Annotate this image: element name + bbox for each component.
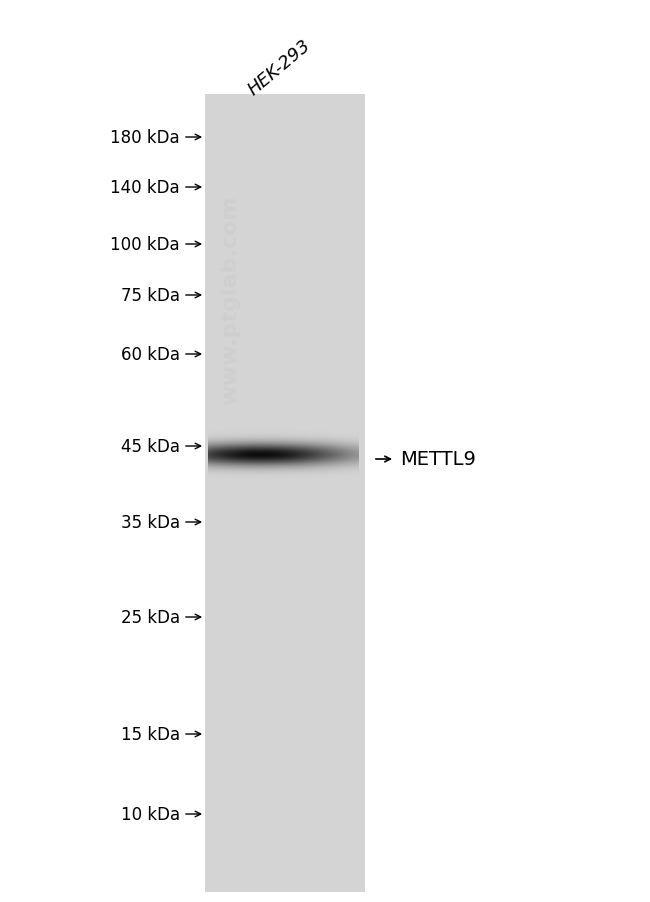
Text: 45 kDa: 45 kDa <box>121 437 180 456</box>
Text: 140 kDa: 140 kDa <box>111 179 180 197</box>
Text: 60 kDa: 60 kDa <box>121 345 180 364</box>
Text: 10 kDa: 10 kDa <box>121 805 180 824</box>
Text: HEK-293: HEK-293 <box>244 37 314 99</box>
Text: 15 kDa: 15 kDa <box>121 725 180 743</box>
Text: 25 kDa: 25 kDa <box>121 608 180 626</box>
Text: www.ptglab.com: www.ptglab.com <box>220 195 240 404</box>
Text: 75 kDa: 75 kDa <box>121 287 180 305</box>
Text: 180 kDa: 180 kDa <box>111 129 180 147</box>
Text: 35 kDa: 35 kDa <box>121 513 180 531</box>
Text: METTL9: METTL9 <box>400 450 476 469</box>
Text: 100 kDa: 100 kDa <box>111 235 180 253</box>
